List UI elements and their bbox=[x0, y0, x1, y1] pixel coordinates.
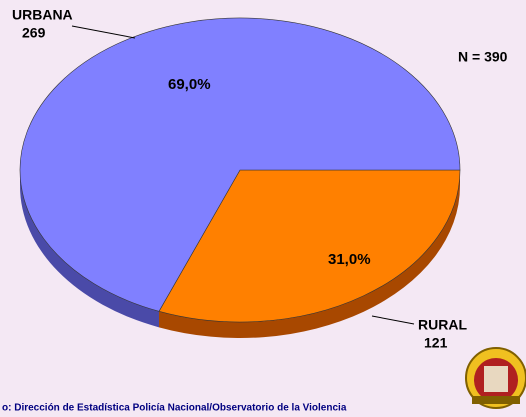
pie bbox=[19, 17, 461, 338]
logo bbox=[465, 347, 526, 409]
slice-side bbox=[159, 170, 460, 338]
slice bbox=[158, 169, 461, 323]
count-label: 269 bbox=[22, 25, 46, 41]
count-label: 121 bbox=[424, 335, 448, 351]
category-label: URBANA bbox=[12, 7, 73, 23]
slice bbox=[19, 17, 461, 312]
slice-side bbox=[20, 170, 160, 328]
sample-size: N = 390 bbox=[458, 49, 508, 65]
percent-label: 69,0% bbox=[168, 76, 211, 93]
source-note: o: Dirección de Estadística Policía Naci… bbox=[2, 403, 347, 414]
percent-label: 31,0% bbox=[328, 251, 371, 268]
leader-line bbox=[371, 315, 415, 325]
leader-line bbox=[71, 25, 136, 39]
category-label: RURAL bbox=[418, 317, 467, 333]
